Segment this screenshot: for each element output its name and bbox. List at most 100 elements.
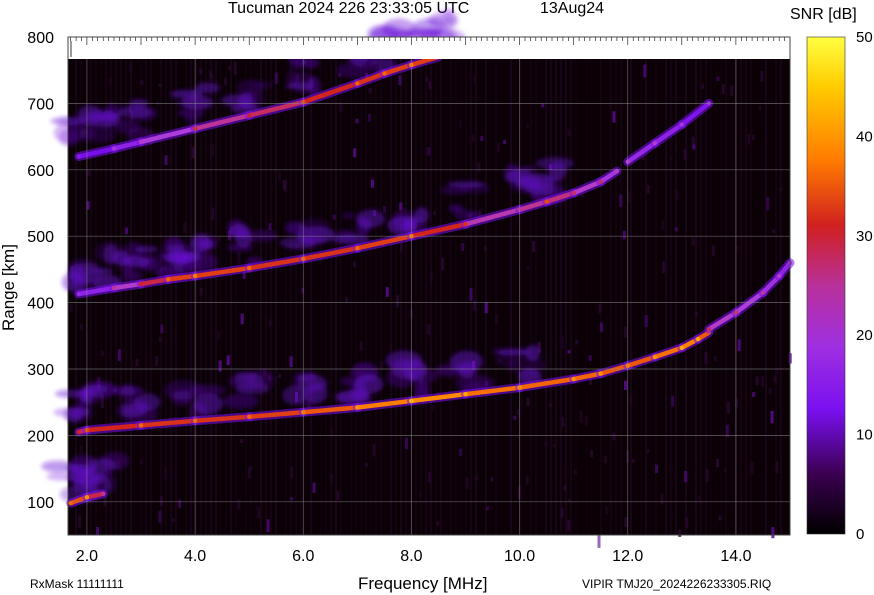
noise-column [585,37,587,535]
trace-segment [517,376,576,390]
noise-column [515,37,517,535]
noise-column [325,37,327,535]
noise-column [245,37,247,535]
diffuse-echo [121,270,143,283]
trace-segment [301,405,360,415]
trace-segment [301,245,360,262]
noise-speck [367,114,371,122]
noise-speck [178,499,182,508]
noise-speck [237,251,241,264]
diffuse-echo [87,125,116,143]
trace-segment [571,179,603,196]
colorbar-tick-label: 0 [856,526,864,543]
noise-column [205,37,207,535]
noise-speck [705,469,709,482]
noise-speck [561,416,565,428]
diffuse-echo [98,470,111,477]
noise-column [295,37,297,535]
noise-speck [552,444,556,448]
noise-speck [432,210,436,216]
noise-speck [80,324,83,330]
noise-speck [336,490,340,501]
noise-speck [598,304,602,314]
noise-column [705,37,707,535]
noise-speck [257,506,261,519]
noise-speck [427,471,431,483]
noise-column [190,37,192,535]
noise-speck [567,519,571,532]
trace-segment [463,207,522,227]
noise-speck [496,143,500,153]
noise-speck [766,197,770,211]
noise-column [460,37,462,535]
noise-speck [359,342,363,351]
noise-speck [671,395,675,407]
noise-column [365,37,367,535]
noise-speck [646,449,650,453]
noise-speck [752,392,755,397]
trace-segment [517,199,549,212]
diffuse-echo [535,156,575,170]
trace-segment [165,273,198,282]
noise-column [195,37,197,535]
noise-speck [711,245,715,257]
trace-point [679,122,684,127]
x-tick-label: 2.0 [76,548,98,565]
noise-speck [427,147,431,156]
plot-frame [67,36,791,536]
noise-speck [775,461,779,473]
noise-speck [399,242,403,252]
noise-speck [164,155,168,165]
diffuse-echo [189,384,227,396]
noise-column [640,37,642,535]
noise-speck [471,134,475,142]
noise-column [545,37,547,535]
noise-speck [768,388,772,394]
noise-speck [164,468,168,480]
diffuse-echo [297,392,317,409]
noise-column [310,37,312,535]
noise-speck [619,194,623,208]
noise-column [300,37,302,535]
noise-speck [537,341,541,353]
noise-speck [624,380,627,390]
x-tick-label: 10.0 [504,548,535,565]
noise-speck [725,424,729,438]
noise-column [215,37,217,535]
noise-column [160,37,162,535]
noise-column [320,37,322,535]
diffuse-echo [194,82,220,94]
noise-speck [211,207,215,221]
noise-speck [713,355,717,362]
noise-speck [629,393,633,404]
noise-column [625,37,627,535]
trace-segment [463,385,522,397]
noise-speck [567,129,571,136]
noise-speck [532,241,536,252]
noise-column [420,37,422,535]
noise-column [450,37,452,535]
noise-column [345,37,347,535]
noise-column [610,37,612,535]
noise-column [410,37,412,535]
noise-column [390,37,392,535]
noise-column [635,37,637,535]
noise-speck [761,376,765,387]
filename-label: VIPIR TMJ20_2024226233305.RIQ [582,577,772,591]
trace-segment [192,113,252,131]
noise-speck [624,326,627,338]
noise-column [340,37,342,535]
noise-speck [525,475,529,485]
noise-speck [695,311,698,317]
noise-speck [612,432,616,441]
trace-segment [355,398,414,410]
noise-speck [697,496,701,502]
chart-date: 13Aug24 [540,0,605,17]
diffuse-echo [525,186,555,196]
noise-speck [589,375,593,385]
noise-speck [486,506,490,511]
noise-speck [247,467,251,479]
noise-speck [494,313,498,324]
noise-speck [183,222,187,233]
noise-speck [268,223,272,231]
